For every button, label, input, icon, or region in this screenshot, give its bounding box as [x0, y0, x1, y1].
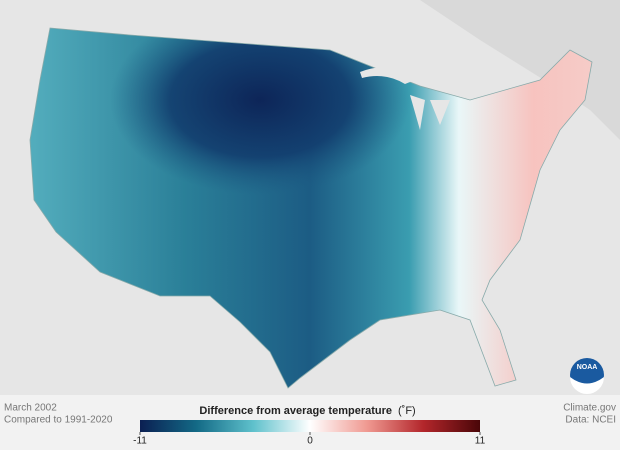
noaa-logo: NOAA [570, 358, 604, 394]
tick-label: 0 [307, 436, 313, 447]
source: Climate.gov [563, 403, 616, 414]
canada [420, 0, 620, 140]
cold-core [110, 28, 410, 195]
tick-label: -11 [133, 436, 147, 447]
logo-wave [570, 377, 604, 394]
colorbar [140, 420, 480, 432]
baseline: Compared to 1991-2020 [4, 415, 113, 426]
data-source: Data: NCEI [565, 415, 616, 426]
us-outline [29, 27, 593, 389]
tick-label: 11 [475, 436, 486, 447]
legend-title: Difference from average temperature [199, 405, 392, 417]
legend-unit: (˚F) [398, 405, 416, 417]
logo-text: NOAA [577, 364, 598, 371]
period: March 2002 [4, 403, 57, 414]
great-lakes [360, 67, 450, 130]
